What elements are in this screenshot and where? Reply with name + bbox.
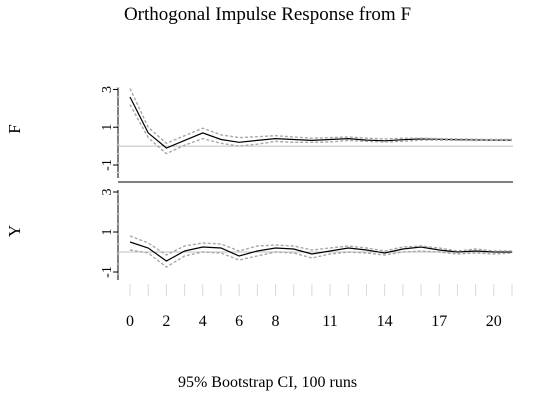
panel-y-label: F: [5, 124, 24, 133]
x-tick-label: 4: [199, 313, 207, 330]
chart-title: Orthogonal Impulse Response from F: [123, 4, 412, 25]
y-tick-label: 1: [100, 124, 115, 131]
x-tick-label: 0: [126, 313, 134, 330]
y-tick-label: -1: [100, 159, 115, 171]
estimate-line: [129, 96, 512, 149]
upper-band-line: [129, 235, 512, 256]
x-tick-label: 14: [377, 313, 393, 330]
estimate-line: [129, 241, 512, 262]
y-tick-label: 3: [100, 86, 115, 93]
x-tick-label: 2: [162, 313, 170, 330]
x-tick-label: 11: [322, 313, 337, 330]
lower-band-line: [129, 249, 513, 268]
x-tick-label: 6: [235, 313, 243, 330]
x-axis-label: 95% Bootstrap CI, 100 runs: [177, 374, 358, 391]
x-tick-label: 8: [272, 313, 280, 330]
y-tick-label: 3: [100, 189, 115, 196]
x-tick-label: 17: [431, 313, 447, 330]
panel-y-label: Y: [5, 225, 24, 237]
y-tick-label: -1: [100, 266, 115, 278]
x-tick-label: 20: [486, 313, 502, 330]
upper-band-line: [129, 88, 512, 145]
y-tick-label: 1: [100, 229, 115, 236]
lower-band-line: [129, 104, 512, 155]
